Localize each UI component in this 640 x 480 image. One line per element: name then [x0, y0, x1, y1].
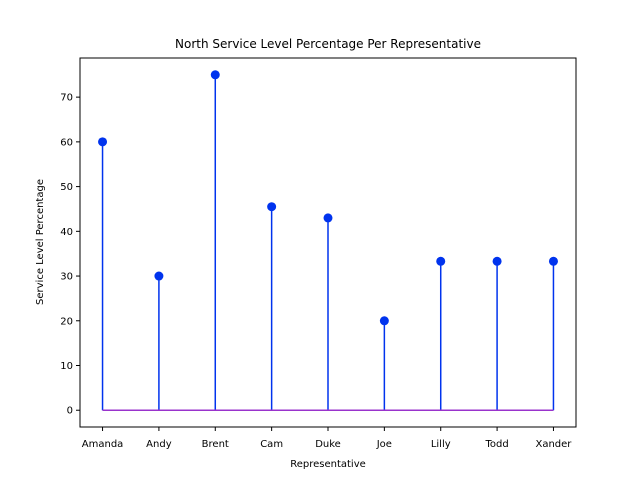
- y-axis-label: Service Level Percentage: [35, 179, 46, 305]
- stem-marker: [548, 256, 558, 266]
- stem-marker: [154, 271, 164, 281]
- stem-marker: [436, 256, 446, 266]
- stem-marker: [323, 213, 333, 223]
- x-tick-label: Lilly: [431, 439, 451, 450]
- y-tick-label: 70: [60, 93, 73, 104]
- x-tick-label: Andy: [146, 439, 172, 450]
- x-tick-label: Duke: [315, 439, 341, 450]
- plot-frame: [79, 57, 577, 428]
- x-tick-label: Todd: [484, 439, 508, 450]
- y-tick-label: 20: [60, 316, 73, 327]
- plot-area: 0 10 20 30 40 50 60 70 Amanda Andy Brent Cam Duke Joe…: [60, 70, 572, 450]
- x-tick-label: Xander: [535, 439, 572, 450]
- stem-marker: [492, 256, 502, 266]
- x-tick-label: Amanda: [82, 439, 124, 450]
- y-tick-label: 0: [67, 406, 73, 417]
- stem-marker: [210, 70, 220, 80]
- y-tick-label: 40: [60, 227, 73, 238]
- y-tick-label: 10: [60, 361, 73, 372]
- stem-marker: [98, 137, 108, 147]
- stem-marker: [379, 316, 389, 326]
- x-tick-label: Joe: [376, 439, 392, 450]
- x-tick-label: Brent: [202, 439, 229, 450]
- x-axis-label: Representative: [290, 459, 366, 470]
- y-tick-label: 60: [60, 137, 73, 148]
- y-tick-label: 30: [60, 272, 73, 283]
- stem-marker: [267, 202, 277, 212]
- chart-title: North Service Level Percentage Per Repre…: [175, 37, 481, 51]
- y-tick-label: 50: [60, 182, 73, 193]
- x-tick-label: Cam: [260, 439, 283, 450]
